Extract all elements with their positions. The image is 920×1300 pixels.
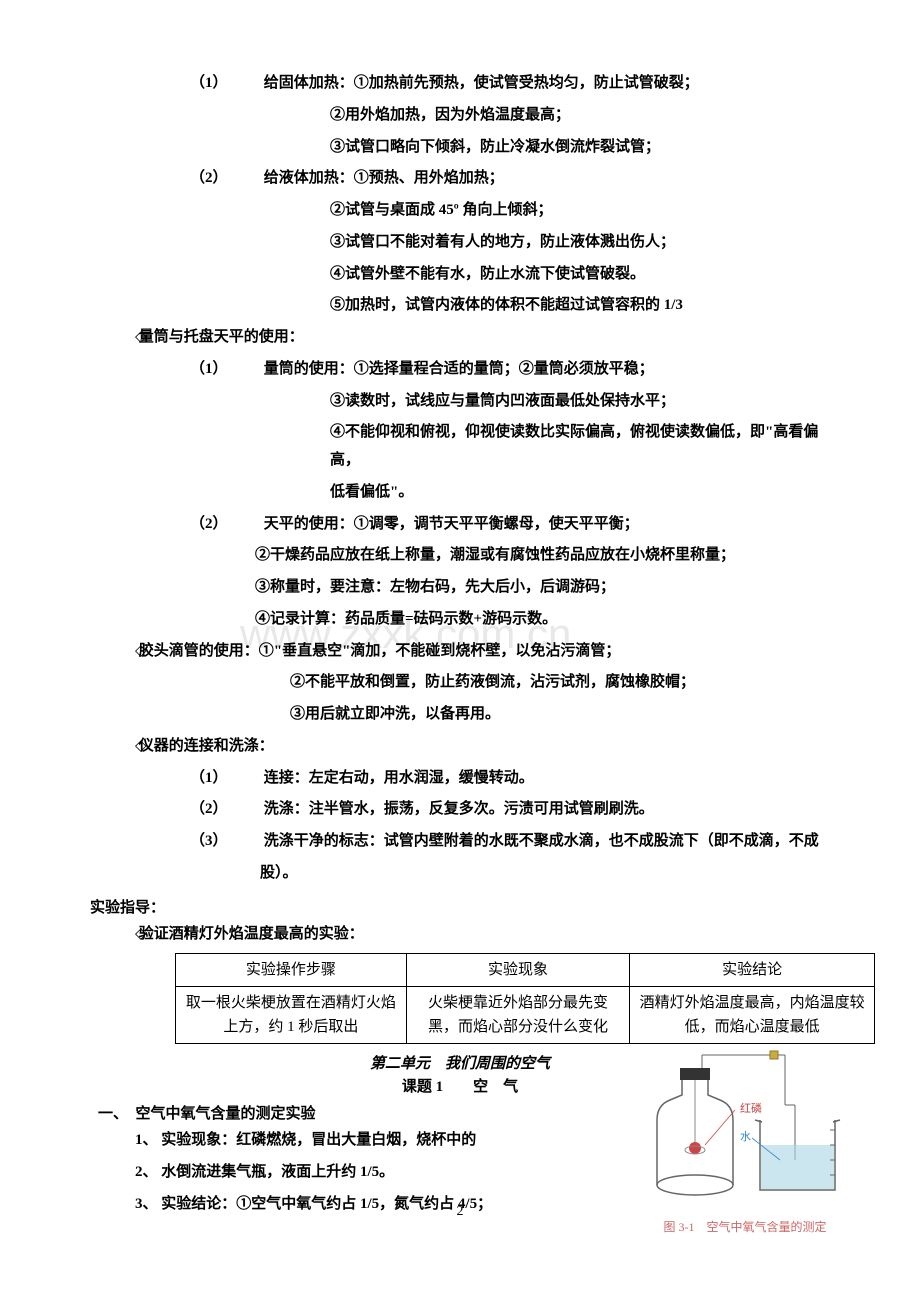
experiment-guide-title: 实验指导： bbox=[90, 896, 830, 917]
experiment-table: 实验操作步骤 实验现象 实验结论 取一根火柴梗放置在酒精灯火焰上方，约 1 秒后… bbox=[175, 953, 875, 1044]
item-number: 3、 bbox=[135, 1196, 158, 1212]
sub-item: ④试管外壁不能有水，防止水流下使试管破裂。 bbox=[90, 261, 830, 289]
dropper-section: ◇ 胶头滴管的使用：①"垂直悬空"滴加，不能碰到烧杯壁，以免沾污滴管； bbox=[90, 638, 830, 666]
apparatus-section: ◇ 仪器的连接和洗涤： bbox=[90, 733, 830, 761]
balance-item: （2） 天平的使用：①调零，调节天平平衡螺母，使天平平衡； bbox=[90, 511, 830, 539]
list-item: 1、 实验现象：红磷燃烧，冒出大量白烟，烧杯中的 bbox=[90, 1127, 830, 1155]
sub-item: ⑤加热时，试管内液体的体积不能超过试管容积的 1/3 bbox=[90, 292, 830, 320]
table-header: 实验现象 bbox=[406, 954, 630, 987]
experiment-title: 验证酒精灯外焰温度最高的实验： bbox=[139, 926, 364, 942]
section-header: 一、 空气中氧气含量的测定实验 bbox=[90, 1102, 830, 1123]
sub-item: ③读数时，试线应与量筒内凹液面最低处保持水平； bbox=[90, 388, 830, 416]
document-content: （1） 给固体加热：①加热前先预热，使试管受热均匀，防止试管破裂； ②用外焰加热… bbox=[90, 70, 830, 1219]
sub-item: ③称量时，要注意：左物右码，先大后小，后调游码； bbox=[90, 574, 830, 602]
item-number: （1） bbox=[190, 70, 260, 98]
sub-item: ③试管口不能对着有人的地方，防止液体溅出伤人； bbox=[90, 229, 830, 257]
experiment-header: ◇ 验证酒精灯外焰温度最高的实验： bbox=[90, 921, 830, 949]
item-number: （1） bbox=[190, 356, 260, 384]
item-text: 连接：左定右动，用水润湿，缓慢转动。 bbox=[264, 770, 534, 786]
sub-item: 低看偏低"。 bbox=[90, 479, 830, 507]
sub-item: ②试管与桌面成 45º 角向上倾斜； bbox=[90, 197, 830, 225]
item-number: 2、 bbox=[135, 1164, 158, 1180]
item-text: 量筒的使用：①选择量程合适的量筒；②量筒必须放平稳； bbox=[264, 361, 654, 377]
section-header: 仪器的连接和洗涤： bbox=[139, 738, 274, 754]
wash-item: （2） 洗涤：注半管水，振荡，反复多次。污渍可用试管刷刷洗。 bbox=[90, 796, 830, 824]
item-text: 给固体加热：①加热前先预热，使试管受热均匀，防止试管破裂； bbox=[264, 75, 699, 91]
sub-item: ②干燥药品应放在纸上称量，潮湿或有腐蚀性药品应放在小烧杯里称量； bbox=[90, 542, 830, 570]
table-header: 实验操作步骤 bbox=[176, 954, 407, 987]
sub-item: ④不能仰视和俯视，仰视使读数比实际偏高，俯视使读数偏低，即"高看偏高， bbox=[90, 419, 830, 475]
item-text: 洗涤：注半管水，振荡，反复多次。污渍可用试管刷刷洗。 bbox=[264, 801, 654, 817]
sub-item: ②用外焰加热，因为外焰温度最高； bbox=[90, 102, 830, 130]
list-item: 2、 水倒流进集气瓶，液面上升约 1/5。 bbox=[90, 1159, 830, 1187]
item-text: 洗涤干净的标志：试管内壁附着的水既不聚成水滴，也不成股流下（即不成滴，不成 bbox=[264, 833, 819, 849]
figure-caption: 图 3-1 空气中氧气含量的测定 bbox=[640, 1218, 850, 1235]
sub-item: ④记录计算：药品质量=砝码示数+游码示数。 bbox=[90, 606, 830, 634]
item-text: 实验结论：①空气中氧气约占 1/5，氮气约占 4/5； bbox=[161, 1196, 492, 1212]
heating-solid-item: （1） 给固体加热：①加热前先预热，使试管受热均匀，防止试管破裂； bbox=[90, 70, 830, 98]
item-number: （2） bbox=[190, 796, 260, 824]
item-number: （2） bbox=[190, 165, 260, 193]
item-number: （1） bbox=[190, 765, 260, 793]
sub-item: ②不能平放和倒置，防止药液倒流，沾污试剂，腐蚀橡胶帽； bbox=[90, 669, 830, 697]
section-header: 量筒与托盘天平的使用： bbox=[139, 329, 304, 345]
item-text: 实验现象：红磷燃烧，冒出大量白烟，烧杯中的 bbox=[161, 1132, 476, 1148]
table-cell: 取一根火柴梗放置在酒精灯火焰上方，约 1 秒后取出 bbox=[176, 987, 407, 1044]
item-number: （2） bbox=[190, 511, 260, 539]
sub-item: ③试管口略向下倾斜，防止冷凝水倒流炸裂试管； bbox=[90, 134, 830, 162]
unit-title: 第二单元 我们周围的空气 bbox=[90, 1052, 830, 1073]
connect-item: （1） 连接：左定右动，用水润湿，缓慢转动。 bbox=[90, 765, 830, 793]
wash-indicator-item: （3） 洗涤干净的标志：试管内壁附着的水既不聚成水滴，也不成股流下（即不成滴，不… bbox=[90, 828, 830, 856]
lesson-title: 课题 1 空 气 bbox=[90, 1075, 830, 1096]
measuring-section: ◇ 量筒与托盘天平的使用： bbox=[90, 324, 830, 352]
table-cell: 酒精灯外焰温度最高，内焰温度较低，而焰心温度最低 bbox=[630, 987, 875, 1044]
table-cell: 火柴梗靠近外焰部分最先变黑，而焰心部分没什么变化 bbox=[406, 987, 630, 1044]
list-item: 3、 实验结论：①空气中氧气约占 1/5，氮气约占 4/5； bbox=[90, 1191, 830, 1219]
diamond-bullet: ◇ bbox=[90, 324, 135, 352]
diamond-bullet: ◇ bbox=[90, 921, 135, 949]
diamond-bullet: ◇ bbox=[90, 733, 135, 761]
item-number: （3） bbox=[190, 828, 260, 856]
heating-liquid-item: （2） 给液体加热：①预热、用外焰加热； bbox=[90, 165, 830, 193]
item-text: 水倒流进集气瓶，液面上升约 1/5。 bbox=[161, 1164, 394, 1180]
table-header: 实验结论 bbox=[630, 954, 875, 987]
item-number: 1、 bbox=[135, 1132, 158, 1148]
item-text-cont: 股）。 bbox=[90, 860, 830, 888]
section-header: 胶头滴管的使用：①"垂直悬空"滴加，不能碰到烧杯壁，以免沾污滴管； bbox=[139, 643, 621, 659]
item-text: 天平的使用：①调零，调节天平平衡螺母，使天平平衡； bbox=[264, 516, 639, 532]
diamond-bullet: ◇ bbox=[90, 638, 135, 666]
sub-item: ③用后就立即冲洗，以备再用。 bbox=[90, 701, 830, 729]
item-text: 给液体加热：①预热、用外焰加热； bbox=[264, 170, 504, 186]
cylinder-item: （1） 量筒的使用：①选择量程合适的量筒；②量筒必须放平稳； bbox=[90, 356, 830, 384]
